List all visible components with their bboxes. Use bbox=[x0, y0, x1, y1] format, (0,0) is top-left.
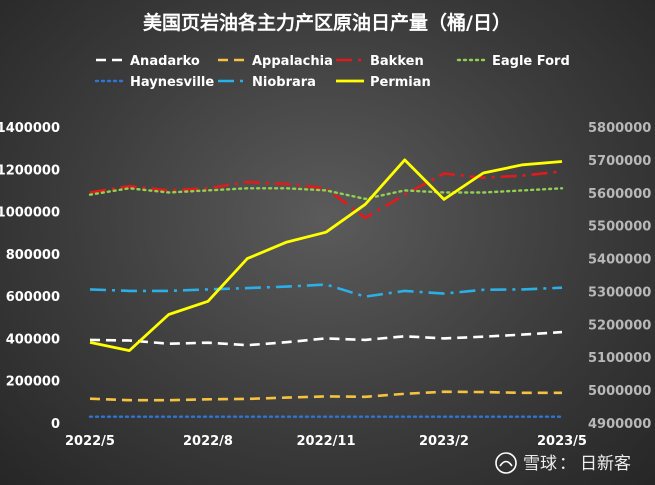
y-left-tick-label: 1000000 bbox=[0, 206, 60, 221]
legend-label-eagle-ford: Eagle Ford bbox=[492, 54, 570, 69]
watermark-author: 日新客 bbox=[580, 454, 631, 474]
y-right-tick-label: 5800000 bbox=[588, 121, 651, 136]
watermark-separator: ： bbox=[559, 454, 576, 474]
y-left-tick-label: 1400000 bbox=[0, 121, 60, 136]
legend: Anadarko Appalachia Bakken Eagle Ford Haynes… bbox=[94, 54, 570, 90]
y-left-tick-label: 800000 bbox=[6, 248, 60, 263]
y-right-tick-label: 5300000 bbox=[588, 285, 651, 300]
y-left-tick-label: 600000 bbox=[6, 290, 60, 305]
series-line-niobrara bbox=[89, 283, 563, 298]
x-tick-label: 2022/11 bbox=[296, 434, 355, 449]
snowball-logo-curve bbox=[499, 460, 513, 467]
y-left-tick-label: 0 bbox=[51, 417, 60, 432]
legend-label-anadarko: Anadarko bbox=[130, 54, 200, 69]
y-right-tick-label: 5600000 bbox=[588, 187, 651, 202]
y-right-tick-label: 5200000 bbox=[588, 318, 651, 333]
x-tick-label: 2023/5 bbox=[537, 434, 587, 449]
series-line-anadarko bbox=[89, 330, 563, 347]
legend-label-haynesville: Haynesville bbox=[130, 75, 214, 90]
legend-label-bakken: Bakken bbox=[370, 54, 424, 69]
y-left-tick-label: 400000 bbox=[6, 332, 60, 347]
y-right-tick-label: 5700000 bbox=[588, 154, 651, 169]
series-line-bakken bbox=[89, 170, 563, 220]
x-tick-label: 2022/5 bbox=[65, 434, 115, 449]
series-line-permian bbox=[89, 158, 563, 353]
chart-title: 美国页岩油各主力产区原油日产量（桶/日） bbox=[143, 11, 511, 34]
legend-label-niobrara: Niobrara bbox=[252, 75, 316, 90]
y-right-tick-label: 4900000 bbox=[588, 417, 651, 432]
axes: 0 200000 400000 600000 800000 1000000 1200000 1… bbox=[0, 121, 651, 449]
x-tick-label: 2023/2 bbox=[419, 434, 469, 449]
series-group bbox=[88, 158, 564, 418]
series-line-appalachia bbox=[89, 390, 562, 402]
watermark: 雪球 ： 日新客 bbox=[495, 452, 631, 474]
y-right-tick-label: 5100000 bbox=[588, 351, 651, 366]
y-right-tick-label: 5500000 bbox=[588, 220, 651, 235]
x-tick-label: 2022/8 bbox=[183, 434, 233, 449]
y-right-tick-label: 5000000 bbox=[588, 384, 651, 399]
legend-label-appalachia: Appalachia bbox=[252, 54, 333, 69]
watermark-site: 雪球 bbox=[523, 454, 557, 474]
y-left-tick-label: 200000 bbox=[6, 375, 60, 390]
y-right-tick-label: 5400000 bbox=[588, 253, 651, 268]
series-line-eagle-ford bbox=[88, 187, 564, 201]
y-left-tick-label: 1200000 bbox=[0, 163, 60, 178]
snowball-logo-icon bbox=[495, 452, 517, 474]
legend-label-permian: Permian bbox=[370, 75, 431, 90]
